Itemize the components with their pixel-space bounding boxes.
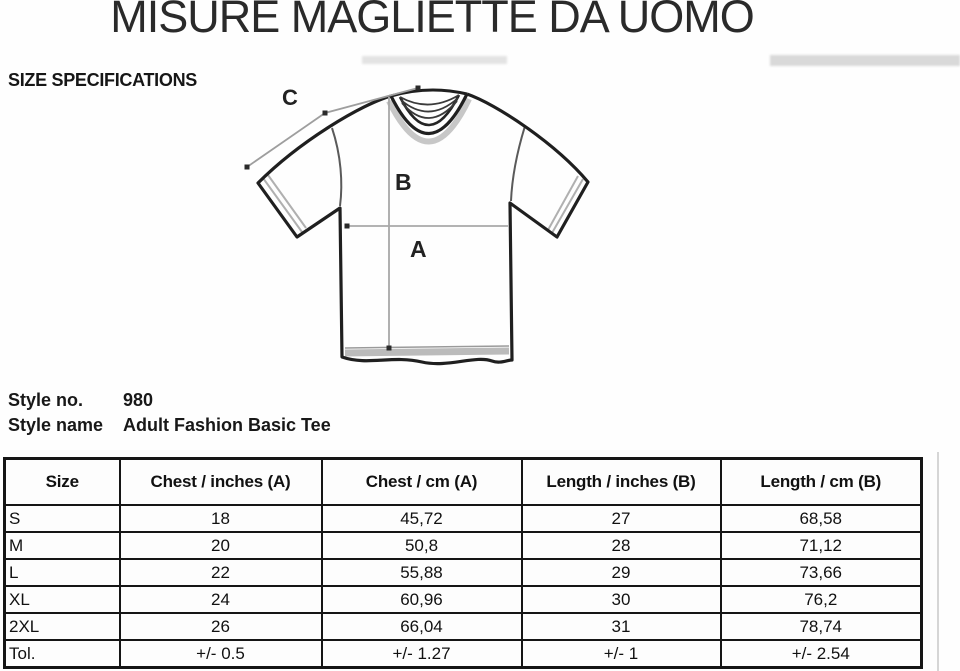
value-cell: 22	[118, 558, 323, 587]
value-cell: 27	[520, 504, 722, 533]
column-header-3: Length / inches (B)	[520, 457, 722, 506]
hem-band	[344, 347, 510, 357]
table-row: M 20 50,8 28 71,12	[3, 531, 923, 560]
right-armhole-seam	[510, 125, 526, 202]
size-cell: S	[3, 504, 121, 533]
chest-measure-label: A	[410, 236, 427, 262]
value-cell: +/- 2.54	[719, 639, 923, 669]
value-cell: 66,04	[320, 612, 523, 641]
neck-ribbing-lines	[399, 94, 460, 119]
value-cell: 26	[118, 612, 323, 641]
value-cell: 29	[520, 558, 722, 587]
column-header-1: Chest / inches (A)	[118, 457, 323, 506]
size-cell: L	[3, 558, 121, 587]
column-header-4: Length / cm (B)	[719, 457, 923, 506]
value-cell: +/- 0.5	[118, 639, 323, 669]
left-cuff-lines	[262, 174, 307, 233]
size-cell: XL	[3, 585, 121, 614]
size-table: Size Chest / inches (A) Chest / cm (A) Leng…	[3, 457, 923, 669]
value-cell: 45,72	[320, 504, 523, 533]
measurement-dots	[244, 85, 421, 351]
value-cell: 68,58	[719, 504, 923, 533]
column-header-2: Chest / cm (A)	[320, 457, 523, 506]
table-row: S 18 45,72 27 68,58	[3, 504, 923, 533]
size-cell: 2XL	[3, 612, 121, 641]
table-header-row: Size Chest / inches (A) Chest / cm (A) Leng…	[3, 457, 923, 506]
value-cell: 76,2	[719, 585, 923, 614]
value-cell: +/- 1	[520, 639, 722, 669]
collar-outer-arc	[389, 93, 469, 136]
collar-shadow	[386, 97, 472, 145]
value-cell: +/- 1.27	[320, 639, 523, 669]
scan-artifact	[770, 55, 960, 66]
scan-artifact	[362, 56, 507, 64]
value-cell: 24	[118, 585, 323, 614]
hem-stitch-line	[344, 345, 510, 349]
tshirt-outline	[256, 92, 590, 366]
length-measure-label: B	[395, 169, 412, 195]
value-cell: 31	[520, 612, 722, 641]
style-name-label: Style name	[8, 415, 104, 435]
column-header-0: Size	[3, 457, 121, 506]
sleeve-measure-label: C	[282, 85, 298, 110]
style-no-label: Style no.	[8, 390, 84, 410]
table-row: Tol. +/- 0.5 +/- 1.27 +/- 1 +/- 2.54	[3, 639, 923, 669]
page-title: MISURE MAGLIETTE DA UOMO	[110, 0, 755, 42]
subtitle: SIZE SPECIFICATIONS	[8, 70, 197, 90]
tshirt-diagram: C B A	[244, 85, 590, 366]
table-row: L 22 55,88 29 73,66	[3, 558, 923, 587]
value-cell: 28	[520, 531, 722, 560]
size-cell: Tol.	[3, 639, 121, 669]
table-row: 2XL 26 66,04 31 78,74	[3, 612, 923, 641]
value-cell: 18	[118, 504, 323, 533]
value-cell: 50,8	[320, 531, 523, 560]
table-row: XL 24 60,96 30 76,2	[3, 585, 923, 614]
scan-artifact	[937, 452, 939, 671]
value-cell: 55,88	[320, 558, 523, 587]
value-cell: 78,74	[719, 612, 923, 641]
style-name-value: Adult Fashion Basic Tee	[123, 415, 331, 435]
right-cuff-lines	[547, 175, 584, 234]
value-cell: 30	[520, 585, 722, 614]
style-no-value: 980	[123, 390, 154, 410]
value-cell: 73,66	[719, 558, 923, 587]
value-cell: 71,12	[719, 531, 923, 560]
left-armhole-seam	[331, 127, 343, 207]
value-cell: 60,96	[320, 585, 523, 614]
size-cell: M	[3, 531, 121, 560]
value-cell: 20	[118, 531, 323, 560]
